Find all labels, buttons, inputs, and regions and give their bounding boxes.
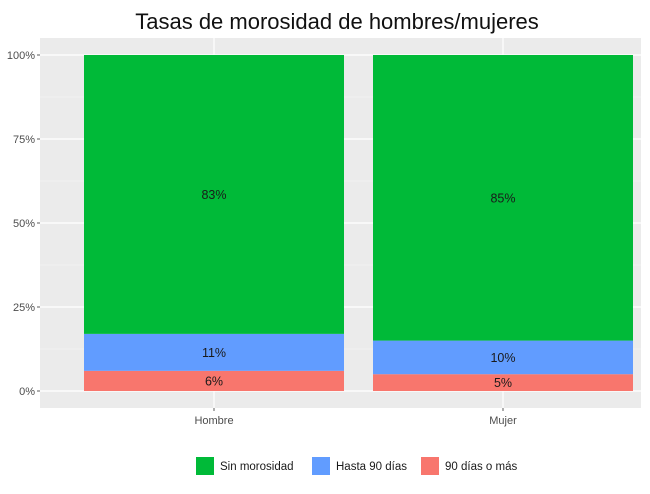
- bar-segment: [84, 370, 344, 391]
- segment-labels: 6% 11% 83% 5% 10% 85%: [201, 188, 515, 390]
- segment-value-label: 11%: [202, 346, 226, 360]
- legend-swatch: [196, 457, 214, 475]
- bar-segment: [373, 340, 633, 375]
- y-axis: 0% 25% 50% 75% 100%: [7, 50, 40, 398]
- y-tick-label: 100%: [7, 50, 35, 62]
- x-axis: Hombre Mujer: [194, 408, 517, 427]
- x-tick-label: Hombre: [194, 415, 233, 427]
- segment-value-label: 5%: [494, 376, 512, 390]
- segment-value-label: 85%: [490, 191, 515, 205]
- y-tick-label: 50%: [13, 218, 35, 230]
- y-tick-label: 75%: [13, 134, 35, 146]
- bar-segment: [84, 333, 344, 371]
- y-tick-label: 25%: [13, 302, 35, 314]
- bar-segment: [373, 55, 633, 341]
- legend: Sin morosidad Hasta 90 días 90 días o más: [196, 457, 517, 475]
- legend-label: Sin morosidad: [220, 461, 294, 473]
- y-tick-label: 0%: [19, 386, 35, 398]
- segment-value-label: 6%: [205, 374, 223, 388]
- legend-label: 90 días o más: [445, 461, 517, 473]
- bars: [84, 55, 633, 391]
- chart-title: Tasas de morosidad de hombres/mujeres: [135, 9, 539, 34]
- bar-segment: [84, 55, 344, 334]
- segment-value-label: 83%: [201, 188, 226, 202]
- segment-value-label: 10%: [490, 351, 515, 365]
- legend-swatch: [421, 457, 439, 475]
- bar-segment: [373, 374, 633, 391]
- legend-swatch: [312, 457, 330, 475]
- legend-label: Hasta 90 días: [336, 461, 407, 473]
- x-tick-label: Mujer: [489, 415, 517, 427]
